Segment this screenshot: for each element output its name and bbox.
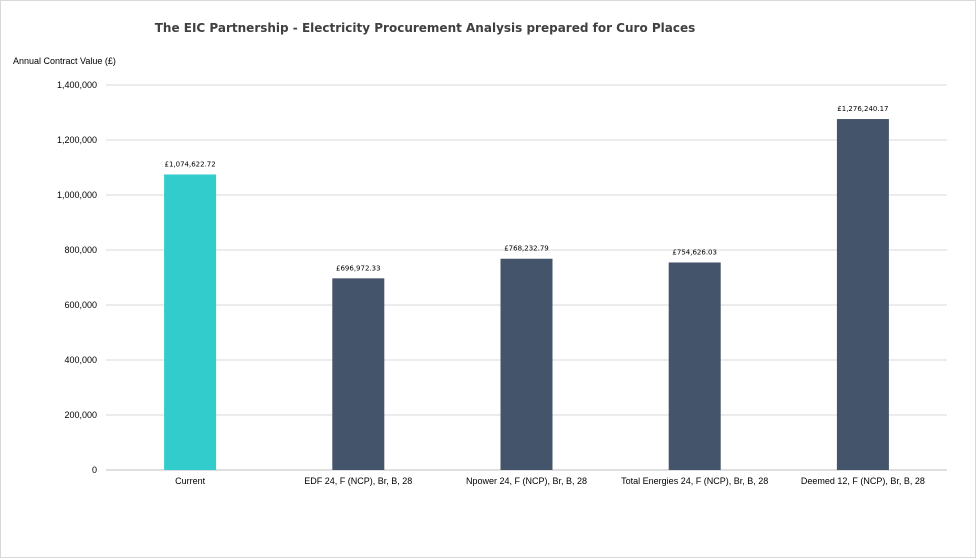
x-tick-label: Npower 24, F (NCP), Br, B, 28 xyxy=(466,476,587,486)
data-label: £696,972.33 xyxy=(336,264,381,272)
chart-title: The EIC Partnership - Electricity Procur… xyxy=(154,21,696,35)
y-tick-label: 600,000 xyxy=(64,300,97,310)
y-tick-label: 0 xyxy=(92,465,97,475)
y-tick-label: 400,000 xyxy=(64,355,97,365)
y-tick-label: 1,400,000 xyxy=(57,80,97,90)
data-label: £768,232.79 xyxy=(504,245,549,253)
data-label: £1,074,622.72 xyxy=(164,160,215,168)
y-tick-label: 200,000 xyxy=(64,410,97,420)
y-tick-label: 1,000,000 xyxy=(57,190,97,200)
bar xyxy=(164,174,217,470)
x-tick-label: Current xyxy=(175,476,206,486)
data-label: £754,626.03 xyxy=(672,248,717,256)
y-tick-label: 800,000 xyxy=(64,245,97,255)
bar xyxy=(332,278,385,470)
bar xyxy=(500,258,553,470)
bar xyxy=(836,119,889,471)
y-tick-label: 1,200,000 xyxy=(57,135,97,145)
y-axis-title: Annual Contract Value (£) xyxy=(13,56,116,66)
x-tick-label: Total Energies 24, F (NCP), Br, B, 28 xyxy=(621,476,768,486)
data-label: £1,276,240.17 xyxy=(837,105,888,113)
x-tick-label: Deemed 12, F (NCP), Br, B, 28 xyxy=(801,476,925,486)
bar xyxy=(668,262,721,470)
x-tick-label: EDF 24, F (NCP), Br, B, 28 xyxy=(304,476,412,486)
